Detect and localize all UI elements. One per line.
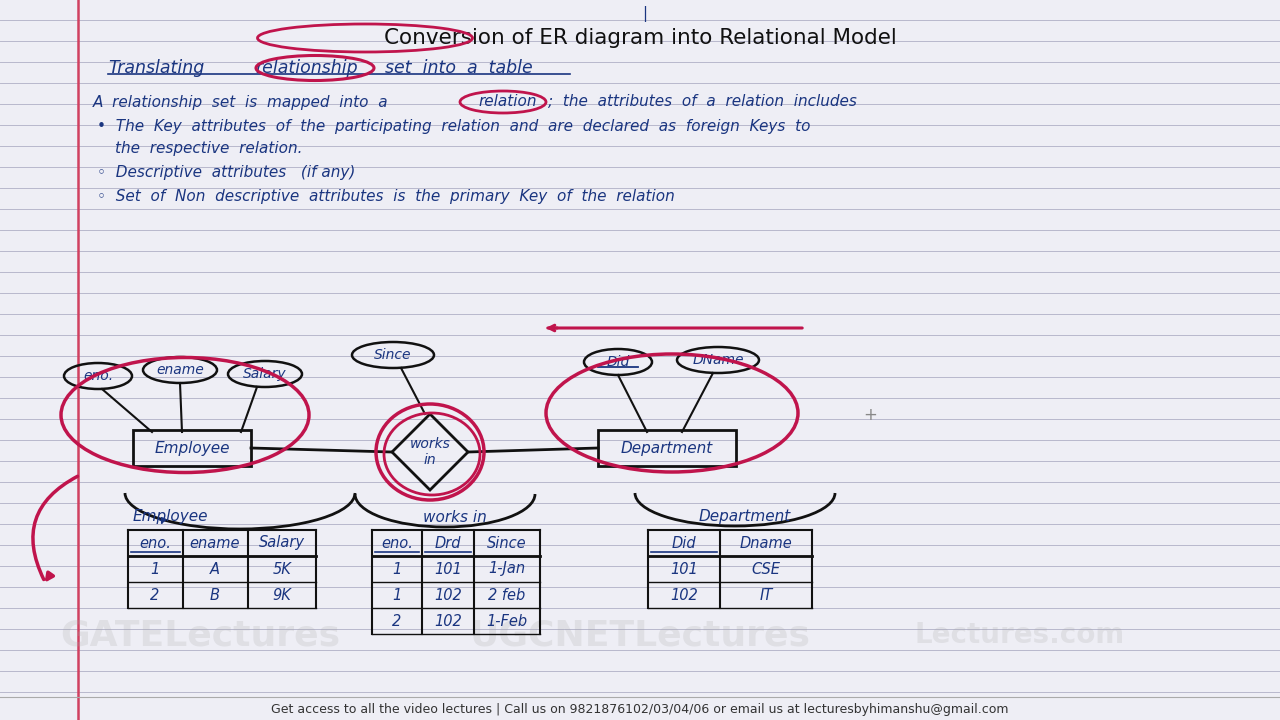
Text: eno.: eno. — [140, 536, 172, 551]
Text: IT: IT — [759, 588, 773, 603]
Text: set  into  a  table: set into a table — [385, 59, 532, 77]
Text: 1: 1 — [150, 562, 160, 577]
Text: +: + — [863, 406, 877, 424]
Text: |: | — [643, 6, 648, 22]
Text: Since: Since — [488, 536, 527, 551]
Text: Drd: Drd — [435, 536, 461, 551]
Text: Since: Since — [374, 348, 412, 362]
Text: 1: 1 — [393, 562, 402, 577]
Text: 102: 102 — [434, 613, 462, 629]
Bar — [598, 430, 736, 466]
Bar — [133, 430, 251, 466]
Text: Get access to all the video lectures | Call us on 9821876102/03/04/06 or email u: Get access to all the video lectures | C… — [271, 703, 1009, 716]
Text: ◦  Set  of  Non  descriptive  attributes  is  the  primary  Key  of  the  relati: ◦ Set of Non descriptive attributes is t… — [97, 189, 675, 204]
Text: 1-Jan: 1-Jan — [489, 562, 526, 577]
Text: ;  the  attributes  of  a  relation  includes: ; the attributes of a relation includes — [548, 94, 856, 109]
Text: Conversion of ER diagram into Relational Model: Conversion of ER diagram into Relational… — [384, 28, 896, 48]
Text: 102: 102 — [671, 588, 698, 603]
Text: Salary: Salary — [243, 367, 287, 381]
Text: Lectures.com: Lectures.com — [915, 621, 1125, 649]
Text: Employee: Employee — [155, 441, 229, 456]
Text: the  respective  relation.: the respective relation. — [115, 140, 302, 156]
Text: 9K: 9K — [273, 588, 292, 603]
Text: 1: 1 — [393, 588, 402, 603]
Text: 2: 2 — [393, 613, 402, 629]
Text: Salary: Salary — [259, 536, 305, 551]
Text: 2: 2 — [150, 588, 160, 603]
Text: eno.: eno. — [381, 536, 413, 551]
Text: 1-Feb: 1-Feb — [486, 613, 527, 629]
Text: works in: works in — [424, 510, 486, 524]
Text: Dname: Dname — [740, 536, 792, 551]
Text: 101: 101 — [434, 562, 462, 577]
Text: works
in: works in — [410, 437, 451, 467]
Text: ename: ename — [156, 363, 204, 377]
Text: Did: Did — [672, 536, 696, 551]
Text: A  relationship  set  is  mapped  into  a: A relationship set is mapped into a — [93, 94, 389, 109]
Text: DName: DName — [692, 353, 744, 367]
Text: ename: ename — [189, 536, 241, 551]
Text: 101: 101 — [671, 562, 698, 577]
Text: UGCNETLectures: UGCNETLectures — [470, 618, 810, 652]
Text: A: A — [210, 562, 220, 577]
Text: 102: 102 — [434, 588, 462, 603]
Text: Translating: Translating — [108, 59, 205, 77]
Text: B: B — [210, 588, 220, 603]
Text: Employee: Employee — [132, 510, 207, 524]
Text: Department: Department — [621, 441, 713, 456]
Text: GATELectures: GATELectures — [60, 618, 340, 652]
Text: CSE: CSE — [751, 562, 781, 577]
Text: relation: relation — [477, 94, 536, 109]
Text: Department: Department — [699, 510, 791, 524]
Text: relationship: relationship — [255, 59, 357, 77]
Text: Did: Did — [607, 355, 630, 369]
Text: eno.: eno. — [83, 369, 113, 383]
Text: 5K: 5K — [273, 562, 292, 577]
Text: ◦  Descriptive  attributes   (if any): ◦ Descriptive attributes (if any) — [97, 164, 356, 179]
Text: 2 feb: 2 feb — [489, 588, 526, 603]
Text: •  The  Key  attributes  of  the  participating  relation  and  are  declared  a: • The Key attributes of the participatin… — [97, 119, 810, 133]
